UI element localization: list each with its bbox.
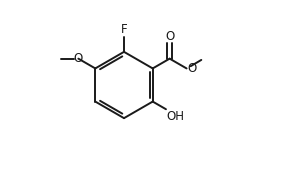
Text: F: F — [121, 23, 127, 36]
Text: O: O — [165, 30, 174, 42]
Text: O: O — [74, 52, 83, 65]
Text: OH: OH — [167, 110, 185, 123]
Text: O: O — [188, 62, 197, 75]
